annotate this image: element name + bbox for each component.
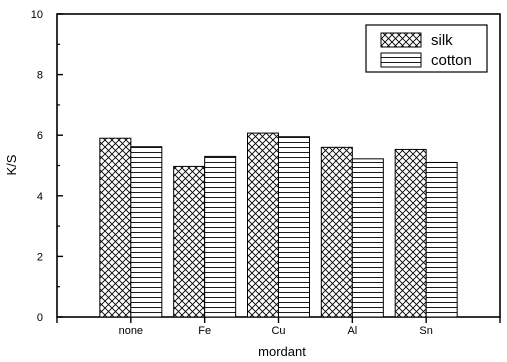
legend-swatch-silk bbox=[380, 32, 422, 48]
legend: silk cotton bbox=[365, 24, 488, 73]
x-axis-title: mordant bbox=[258, 344, 306, 359]
bar-silk-al bbox=[320, 146, 353, 318]
y-axis-title: K/S bbox=[4, 154, 19, 175]
x-tick-label-al: Al bbox=[347, 325, 357, 337]
legend-label-silk: silk bbox=[431, 32, 453, 49]
bar-cotton-none bbox=[130, 146, 163, 318]
bars bbox=[99, 132, 458, 318]
y-tick-label: 8 bbox=[37, 70, 43, 82]
y-tick-label: 10 bbox=[31, 9, 43, 21]
bar-cotton-sn bbox=[425, 161, 458, 318]
x-tick-label-sn: Sn bbox=[419, 325, 432, 337]
x-tick-label-fe: Fe bbox=[198, 325, 211, 337]
y-tick-label: 6 bbox=[37, 130, 43, 142]
legend-label-cotton: cotton bbox=[431, 52, 472, 69]
bar-silk-none bbox=[99, 137, 132, 318]
legend-swatch-cotton bbox=[380, 52, 422, 68]
bar-silk-fe bbox=[173, 165, 206, 318]
bar-silk-sn bbox=[394, 148, 427, 318]
bar-cotton-cu bbox=[278, 136, 310, 318]
bar-cotton-al bbox=[351, 158, 384, 318]
bar-silk-cu bbox=[247, 132, 279, 318]
y-axis: 0 2 4 6 8 10 bbox=[31, 9, 63, 324]
y-tick-label: 2 bbox=[37, 251, 43, 263]
y-tick-label: 4 bbox=[37, 191, 43, 203]
bar-cotton-fe bbox=[204, 155, 237, 318]
x-axis: none Fe Cu Al Sn bbox=[56, 317, 501, 337]
y-tick-label: 0 bbox=[37, 312, 43, 324]
x-tick-label-none: none bbox=[119, 325, 143, 337]
x-tick-label-cu: Cu bbox=[271, 325, 285, 337]
